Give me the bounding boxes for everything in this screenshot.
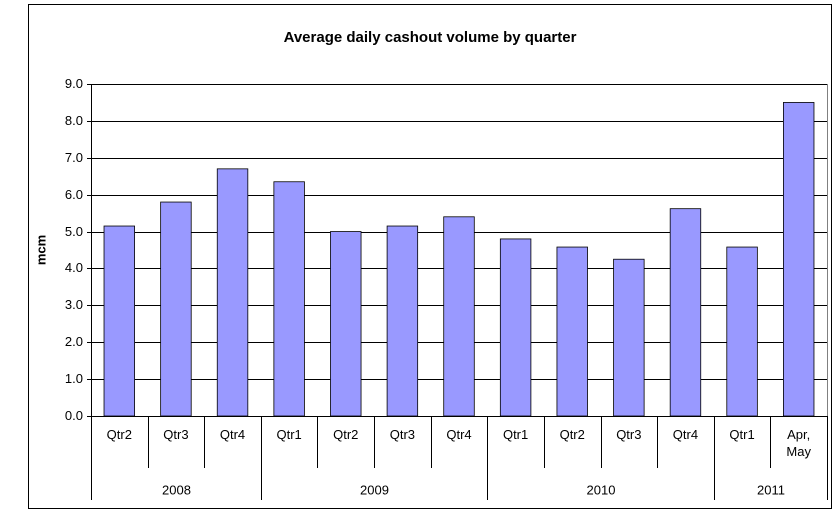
y-tick-label: 4.0 [65,260,83,275]
y-tick-label: 7.0 [65,150,83,165]
bar [330,231,362,417]
bar [160,201,192,417]
x-tick-label: Qtr3 [389,427,416,442]
y-tick-label: 6.0 [65,187,83,202]
y-tick-label: 1.0 [65,371,83,386]
y-tick-label: 5.0 [65,224,83,239]
x-tick-label: Qtr1 [502,427,529,442]
x-tick-label: Apr, May [786,427,811,459]
group-label: 2011 [757,482,785,497]
x-tick-label-box: Qtr1 [502,427,529,442]
bar [613,258,645,417]
x-tick-label-box: Qtr4 [446,427,472,442]
x-tick-label-box: Qtr1 [729,427,755,442]
x-tick-label-box: Qtr4 [219,427,246,442]
x-tick-label-box: Qtr4 [672,427,699,442]
x-tick-label: Qtr3 [163,427,189,442]
x-tick-label-box: Qtr3 [163,427,189,442]
x-tick-label-box: Apr, May [786,427,811,459]
x-tick-label: Qtr4 [672,427,699,442]
x-tick-label: Qtr2 [333,427,359,442]
y-tick-label: 0.0 [65,408,83,423]
x-tick-label: Qtr4 [446,427,472,442]
x-tick-label: Qtr1 [729,427,755,442]
y-tick-label: 8.0 [65,113,83,128]
x-tick-label: Qtr1 [276,427,302,442]
bar [669,208,702,417]
x-tick-label-box: Qtr1 [276,427,302,442]
y-tick-label: 9.0 [65,76,83,91]
x-tick-label-box: Qtr2 [106,427,132,442]
bar [103,225,135,417]
x-tick-label: Qtr4 [219,427,246,442]
x-tick-label: Qtr2 [106,427,132,442]
group-label: 2008 [162,482,191,497]
bar [273,181,305,417]
bar [216,168,249,417]
bar [499,238,532,417]
y-tick-label: 2.0 [65,334,83,349]
y-tick-label: 3.0 [65,297,83,312]
bar [783,102,815,417]
bar [386,225,419,417]
x-tick-label: Qtr2 [559,427,585,442]
group-label: 2009 [360,482,389,497]
bar [726,246,758,417]
bar [443,216,475,417]
x-tick-label-box: Qtr2 [559,427,585,442]
bar [556,246,588,417]
x-tick-label-box: Qtr3 [616,427,642,442]
y-axis-label: mcm [33,235,48,265]
group-label: 2010 [587,482,616,497]
x-tick-label: Qtr3 [616,427,642,442]
x-tick-label-box: Qtr2 [333,427,359,442]
x-tick-label-box: Qtr3 [389,427,416,442]
chart-title: Average daily cashout volume by quarter [284,29,577,46]
